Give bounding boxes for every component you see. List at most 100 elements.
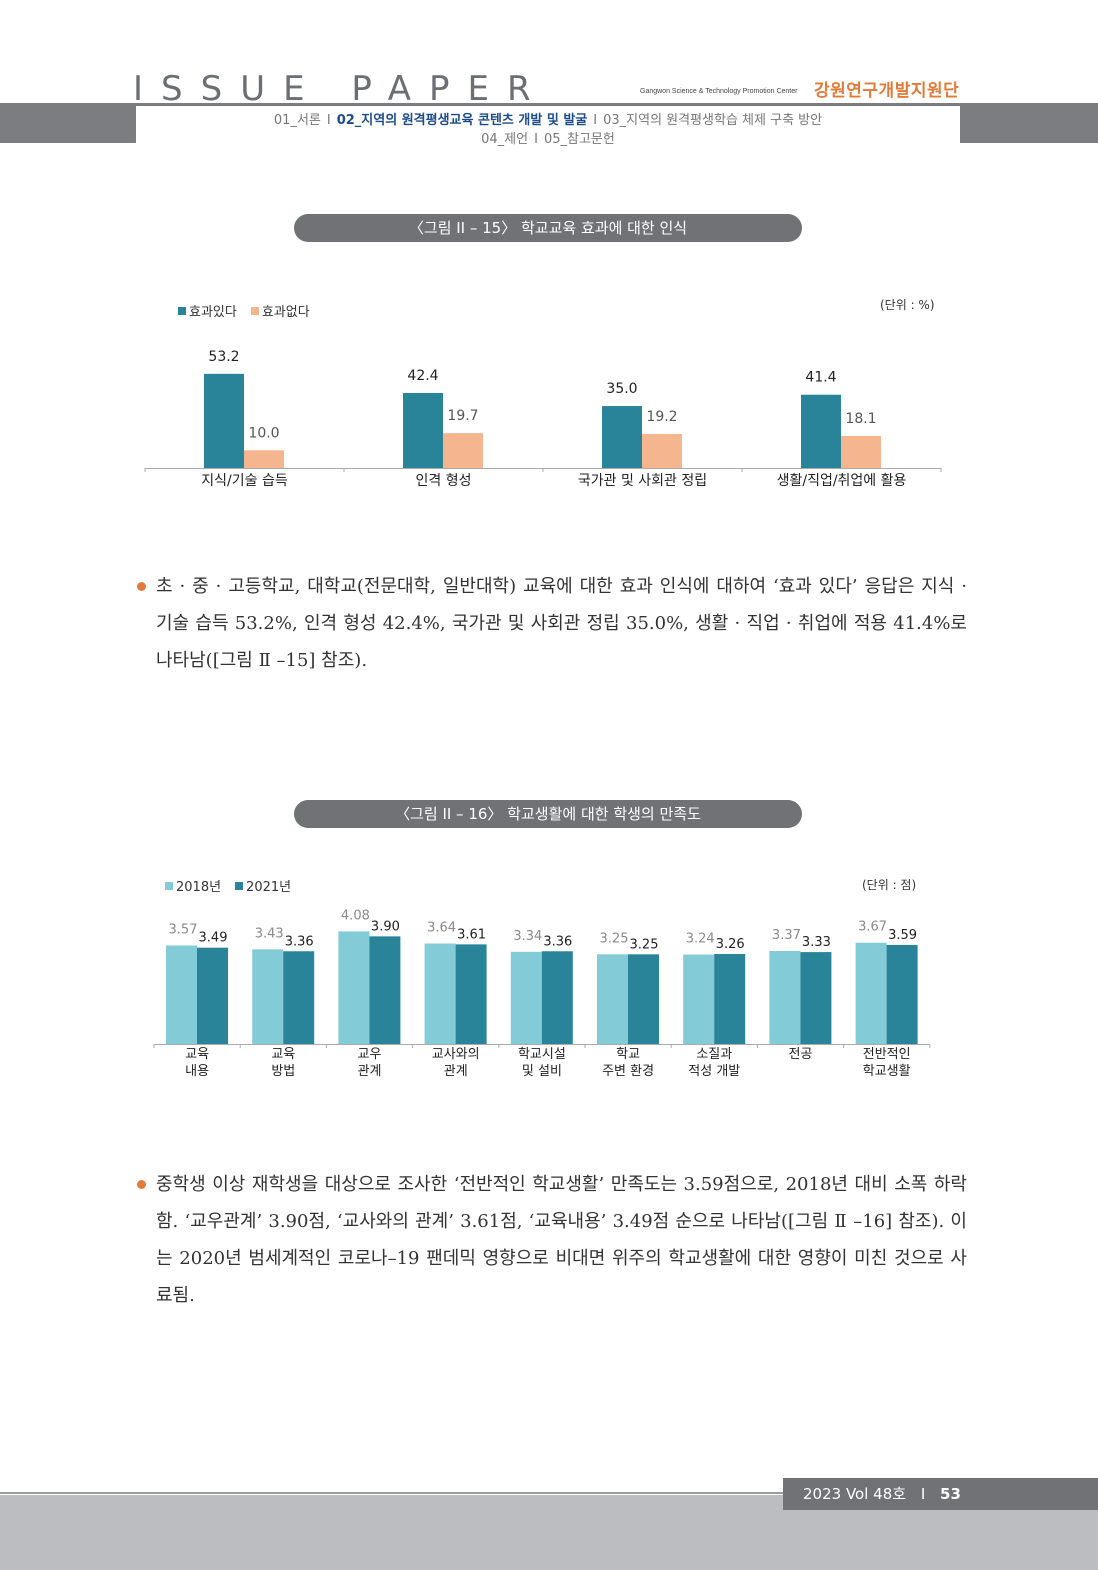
legend-label-2021: 2021년 — [246, 880, 292, 895]
data-label: 3.25 — [600, 931, 629, 946]
nav-item-references[interactable]: 05_참고문헌 — [543, 132, 615, 147]
data-label: 3.24 — [686, 932, 715, 947]
footer-issue: 2023 Vol 48호 — [803, 1485, 907, 1503]
nav-item-intro[interactable]: 01_서론 — [273, 113, 321, 128]
data-label: 3.43 — [255, 926, 284, 941]
category-label: 방법 — [271, 1064, 295, 1079]
legend-label-not-effective: 효과없다 — [261, 305, 310, 320]
data-label: 42.4 — [407, 368, 438, 384]
bullet-icon — [137, 582, 146, 591]
figure2-chart: 3.573.49교육내용3.433.36교육방법4.083.90교우관계3.64… — [153, 908, 931, 1079]
category-label: 학교시설 — [518, 1047, 566, 1062]
issue-paper-title: ISSUE PAPER — [133, 69, 549, 109]
bar-not-effective — [443, 433, 483, 468]
figure2-caption: 〈그림 II – 16〉 학교생활에 대한 학생의 만족도 — [294, 800, 802, 828]
bar-2018 — [597, 954, 628, 1044]
nav-item-proposal[interactable]: 04_제언 — [481, 132, 529, 147]
paragraph-satisfaction: 중학생 이상 재학생을 대상으로 조사한 ‘전반적인 학교생활’ 만족도는 3.… — [137, 1166, 967, 1314]
category-label: 생활/직업/취업에 활용 — [777, 473, 907, 489]
category-label: 전반적인 — [863, 1047, 911, 1062]
legend-label-2018: 2018년 — [176, 880, 222, 895]
figure1-caption: 〈그림 II – 15〉 학교교육 효과에 대한 인식 — [294, 214, 802, 242]
footer-issue-box: 2023 Vol 48호 I 53 — [783, 1478, 1098, 1510]
paragraph-effect-perception: 초 · 중 · 고등학교, 대학교(전문대학, 일반대학) 교육에 대한 효과 … — [137, 568, 967, 679]
bar-2021 — [541, 951, 573, 1044]
category-label: 학교 — [616, 1047, 640, 1062]
bar-2021 — [714, 954, 746, 1044]
category-label: 내용 — [185, 1064, 209, 1079]
bar-2018 — [769, 950, 801, 1044]
category-label: 학교생활 — [863, 1064, 911, 1079]
category-label: 및 설비 — [522, 1064, 562, 1079]
data-label: 19.7 — [447, 408, 478, 424]
bar-2018 — [510, 951, 542, 1044]
data-label: 18.1 — [845, 411, 876, 427]
category-label: 소질과 — [696, 1047, 732, 1062]
section-nav: 01_서론 I 02_지역의 원격평생교육 콘텐츠 개발 및 발굴 I 03_지역의 원… — [273, 113, 823, 147]
data-label: 3.61 — [457, 927, 486, 942]
category-label: 교육 — [271, 1047, 295, 1062]
bar-2018 — [338, 931, 370, 1044]
data-label: 53.2 — [208, 349, 239, 365]
org-english-name: Gangwon Science & Technology Promotion C… — [640, 88, 798, 95]
figure1-unit: (단위 : %) — [880, 298, 935, 312]
org-korean-name: 강원연구개발지원단 — [814, 81, 960, 101]
data-label: 41.4 — [805, 370, 836, 386]
data-label: 3.90 — [371, 919, 400, 934]
data-label: 35.0 — [606, 381, 637, 397]
footer-line — [0, 1492, 1098, 1494]
legend-swatch-2018 — [165, 881, 173, 890]
nav-item-system[interactable]: 03_지역의 원격평생학습 체제 구축 방안 — [603, 113, 823, 128]
data-label: 3.36 — [543, 934, 572, 949]
figure1-legend: 효과있다 효과없다 — [178, 301, 324, 320]
category-label: 관계 — [358, 1064, 382, 1079]
figure2-unit: (단위 : 점) — [862, 878, 917, 892]
data-label: 3.64 — [427, 921, 456, 936]
category-label: 전공 — [789, 1047, 813, 1062]
data-label: 3.37 — [772, 928, 801, 943]
figure2-legend: 2018년 2021년 — [165, 876, 305, 895]
figure1-chart: 53.2 10.0 지식/기술 습득 42.4 19.7 인격 형성 35.0 19.2 국가관… — [144, 349, 942, 489]
bar-2021 — [628, 954, 659, 1044]
bar-not-effective — [841, 435, 881, 468]
bar-effective — [403, 392, 443, 468]
data-label: 3.34 — [513, 929, 542, 944]
bar-2021 — [886, 944, 918, 1044]
legend-swatch-2021 — [235, 881, 244, 890]
data-label: 3.26 — [716, 937, 745, 952]
data-label: 3.25 — [630, 937, 659, 952]
category-label: 교우 — [358, 1047, 382, 1062]
legend-swatch-effective — [178, 306, 186, 315]
bar-not-effective — [642, 434, 682, 468]
paragraph-text: 중학생 이상 재학생을 대상으로 조사한 ‘전반적인 학교생활’ 만족도는 3.… — [156, 1174, 967, 1306]
bar-2021 — [800, 952, 832, 1044]
bar-2021 — [283, 951, 315, 1044]
bar-2018 — [252, 949, 284, 1044]
category-label: 관계 — [444, 1064, 468, 1079]
paragraph-text: 초 · 중 · 고등학교, 대학교(전문대학, 일반대학) 교육에 대한 효과 … — [156, 576, 967, 671]
data-label: 3.59 — [888, 928, 917, 943]
category-label: 적성 개발 — [688, 1064, 740, 1079]
bar-2021 — [369, 936, 401, 1044]
header-bar — [0, 103, 1098, 143]
category-label: 교사와의 — [432, 1047, 480, 1062]
data-label: 3.33 — [802, 935, 831, 950]
data-label: 3.49 — [199, 931, 228, 946]
header-bar-left — [0, 103, 136, 143]
footer-separator: I — [920, 1485, 926, 1503]
legend-label-effective: 효과있다 — [189, 305, 237, 320]
category-label: 국가관 및 사회관 정립 — [578, 473, 707, 489]
bar-effective — [602, 406, 642, 468]
category-label: 지식/기술 습득 — [201, 473, 288, 489]
bullet-icon — [137, 1180, 146, 1189]
category-label: 인격 형성 — [416, 473, 472, 489]
bar-2018 — [424, 943, 456, 1044]
data-label: 3.57 — [169, 922, 198, 937]
header-bar-right — [960, 103, 1098, 143]
header-bar-line — [136, 103, 960, 106]
nav-item-current[interactable]: 02_지역의 원격평생교육 콘텐츠 개발 및 발굴 — [336, 113, 588, 128]
data-label: 3.36 — [285, 934, 314, 949]
bar-2018 — [683, 954, 715, 1044]
data-label: 3.67 — [858, 920, 887, 935]
category-label: 교육 — [185, 1047, 209, 1062]
